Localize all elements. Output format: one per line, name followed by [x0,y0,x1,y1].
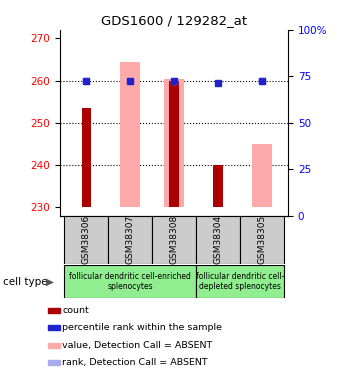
Bar [64,265,196,298]
Bar [152,216,196,264]
Bar [240,216,284,264]
Text: GSM38304: GSM38304 [213,215,223,264]
Bar [82,108,91,207]
Bar [164,78,184,207]
Title: GDS1600 / 129282_at: GDS1600 / 129282_at [101,15,247,27]
Text: ▶: ▶ [46,277,54,286]
Text: GSM38305: GSM38305 [257,215,266,264]
Bar [48,308,60,313]
Text: GSM38307: GSM38307 [126,215,135,264]
Bar [48,360,60,365]
Text: value, Detection Call = ABSENT: value, Detection Call = ABSENT [62,341,212,350]
Bar [48,343,60,348]
Text: follicular dendritic cell-
depleted splenocytes: follicular dendritic cell- depleted sple… [196,272,284,291]
Bar [252,144,272,207]
Text: rank, Detection Call = ABSENT: rank, Detection Call = ABSENT [62,358,208,367]
Bar [213,165,223,207]
Text: cell type: cell type [3,277,48,286]
Bar [169,81,179,207]
Bar [64,216,108,264]
Bar [196,216,240,264]
Bar [196,265,284,298]
Bar [108,216,152,264]
Text: percentile rank within the sample: percentile rank within the sample [62,323,222,332]
Bar [120,62,140,207]
Text: count: count [62,306,89,315]
Text: GSM38308: GSM38308 [169,215,179,264]
Bar [48,326,60,330]
Text: GSM38306: GSM38306 [82,215,91,264]
Text: follicular dendritic cell-enriched
splenocytes: follicular dendritic cell-enriched splen… [69,272,191,291]
